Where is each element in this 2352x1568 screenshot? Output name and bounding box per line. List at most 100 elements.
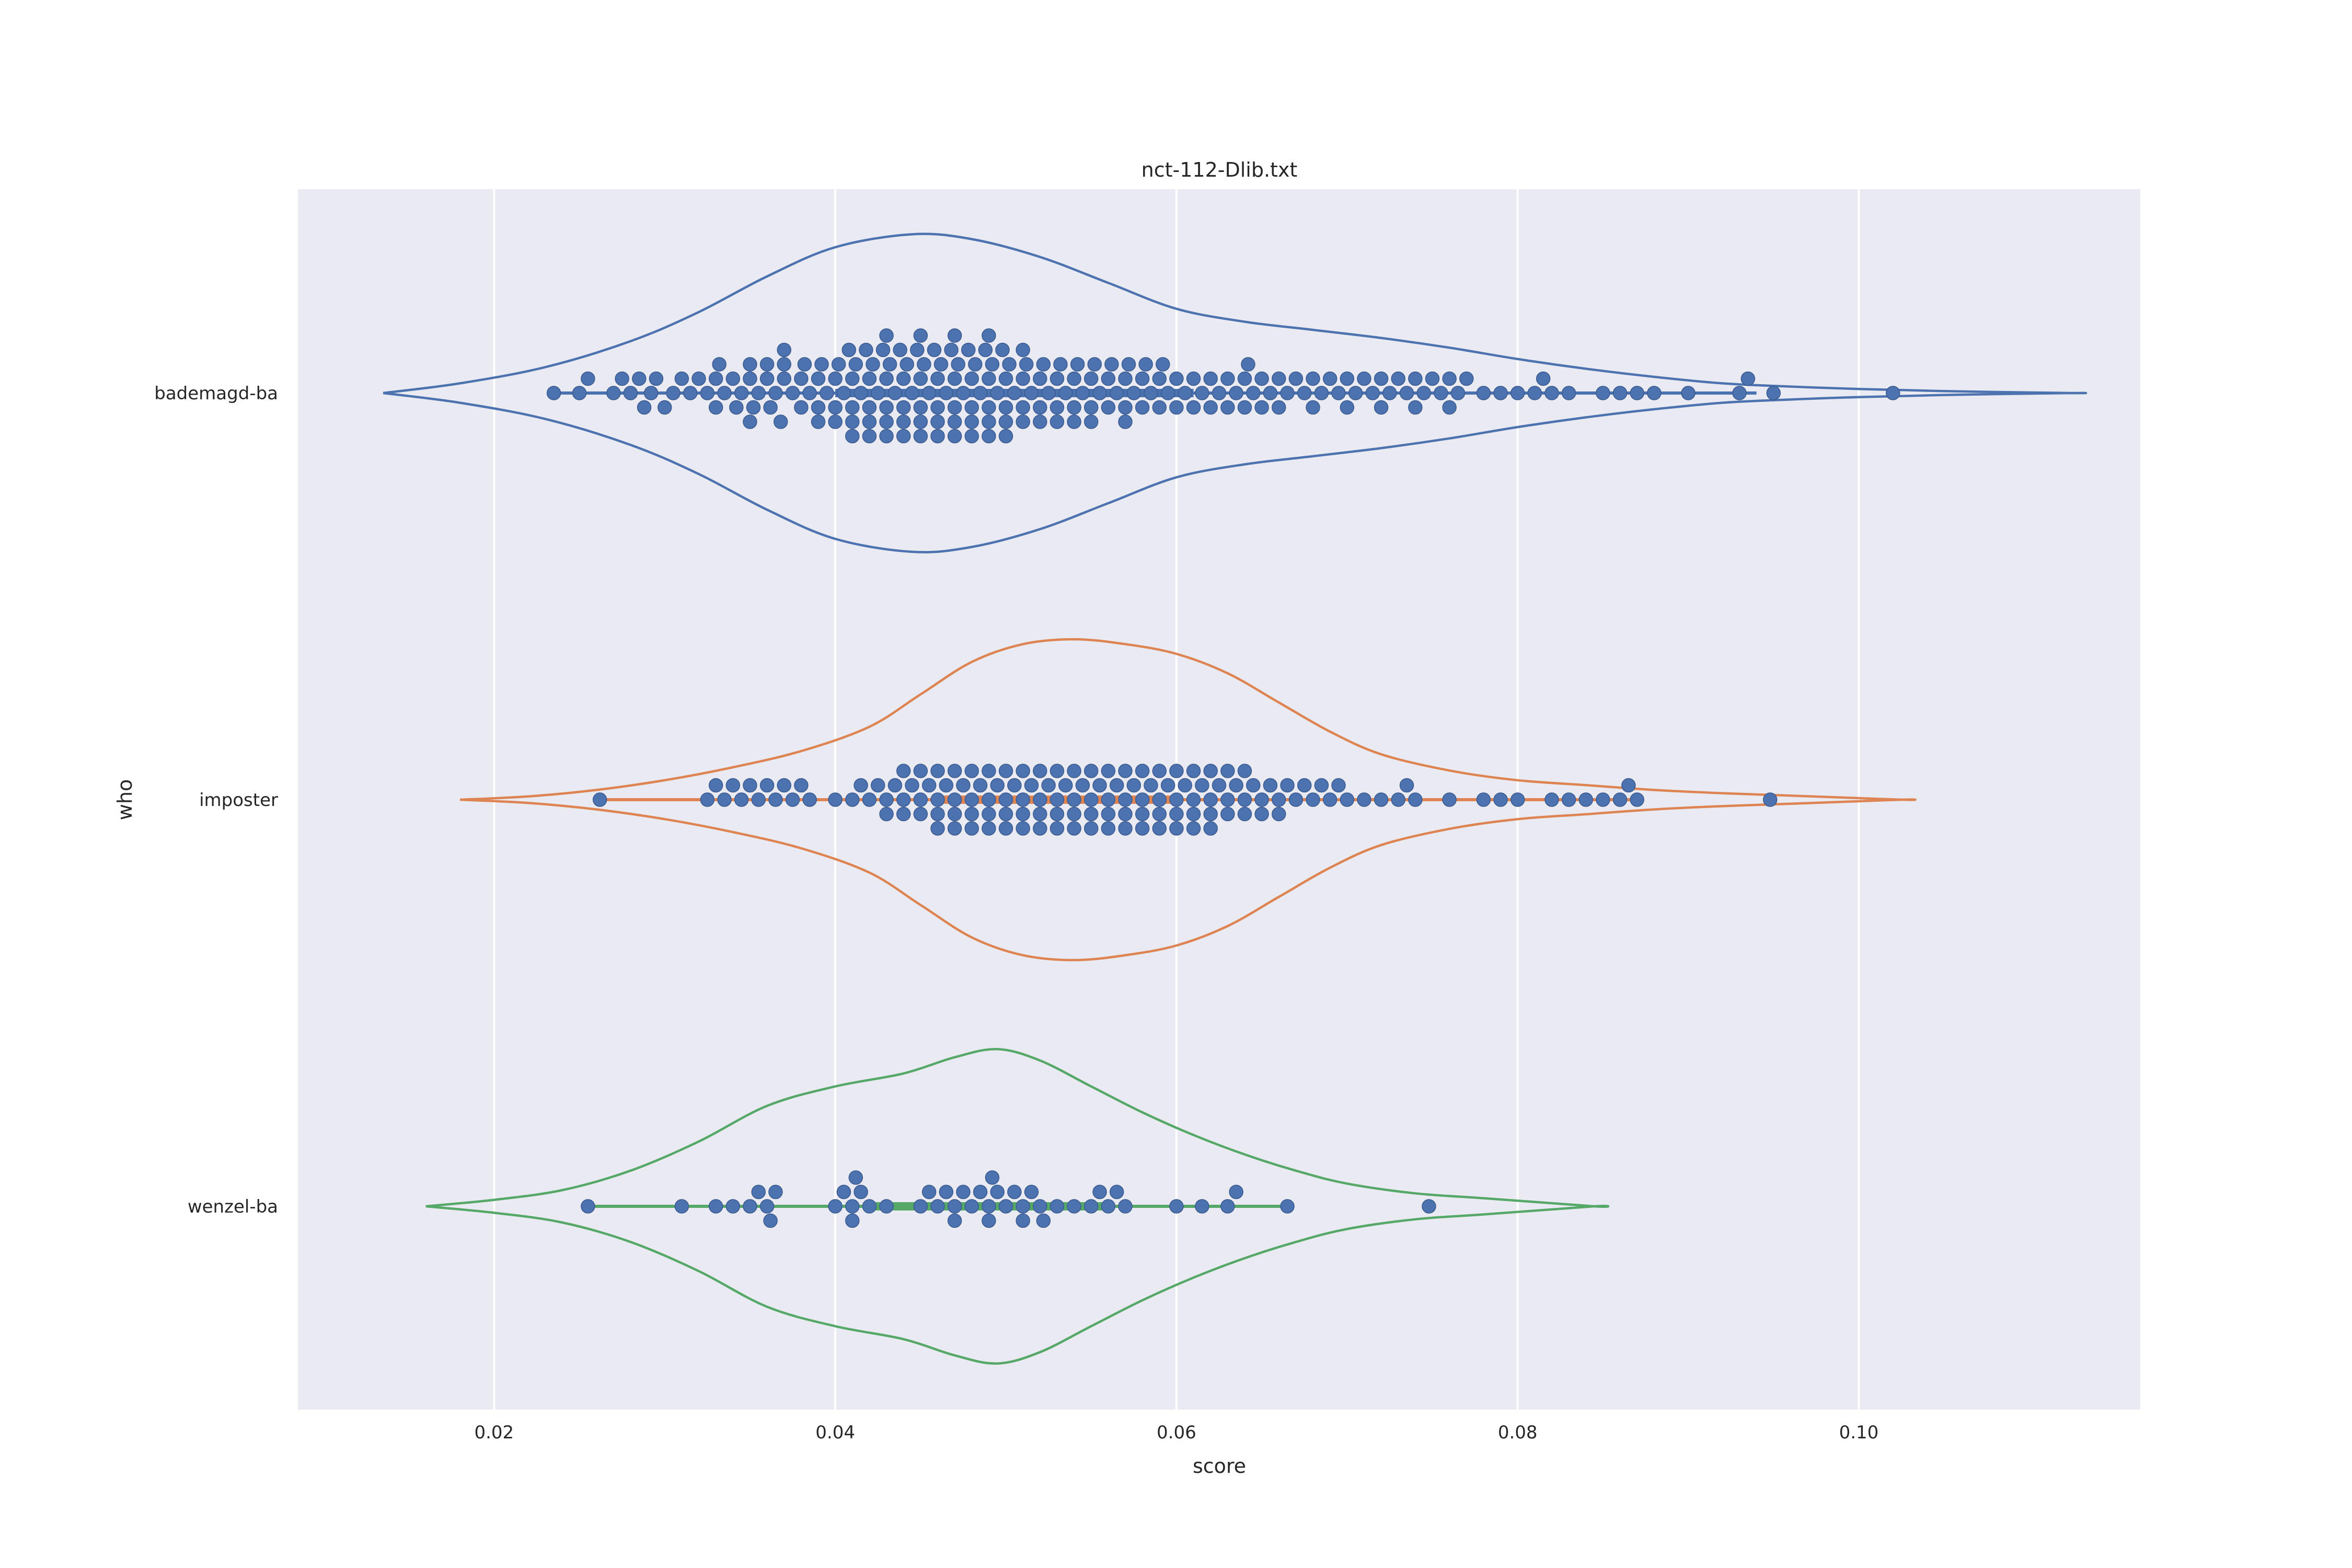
- swarm-point-imposter: [1109, 778, 1124, 793]
- swarm-point-bademagd-ba: [1156, 357, 1170, 372]
- swarm-point-bademagd-ba: [606, 386, 621, 400]
- swarm-point-bademagd-ba: [1033, 414, 1047, 429]
- swarm-point-bademagd-ba: [700, 386, 715, 400]
- swarm-point-bademagd-ba: [1169, 371, 1184, 386]
- swarm-point-bademagd-ba: [1246, 386, 1261, 400]
- swarm-point-imposter: [1203, 764, 1218, 778]
- swarm-point-wenzel-ba: [1083, 1199, 1099, 1214]
- swarm-point-wenzel-ba: [990, 1184, 1005, 1200]
- swarm-point-bademagd-ba: [828, 400, 843, 415]
- swarm-point-wenzel-ba: [581, 1199, 595, 1214]
- swarm-point-bademagd-ba: [811, 371, 826, 386]
- swarm-point-bademagd-ba: [1152, 371, 1167, 386]
- swarm-point-imposter: [1306, 792, 1320, 807]
- swarm-point-bademagd-ba: [887, 386, 903, 400]
- swarm-point-imposter: [1271, 806, 1286, 822]
- swarm-point-imposter: [870, 778, 885, 793]
- swarm-point-bademagd-ba: [708, 400, 723, 415]
- swarm-point-imposter: [1152, 806, 1167, 822]
- swarm-point-bademagd-ba: [1340, 371, 1355, 386]
- swarm-point-wenzel-ba: [828, 1199, 843, 1214]
- swarm-point-bademagd-ba: [773, 414, 788, 429]
- swarm-point-imposter: [717, 792, 732, 807]
- swarm-point-bademagd-ba: [845, 371, 860, 386]
- swarm-point-bademagd-ba: [836, 386, 851, 400]
- swarm-point-bademagd-ba: [866, 357, 880, 372]
- swarm-point-imposter: [998, 806, 1013, 822]
- swarm-point-wenzel-ba: [982, 1199, 996, 1214]
- swarm-point-bademagd-ba: [896, 371, 911, 386]
- swarm-point-imposter: [1050, 806, 1065, 822]
- chart-title: nct-112-Dlib.txt: [1142, 158, 1298, 181]
- swarm-point-imposter: [1007, 778, 1022, 793]
- swarm-point-bademagd-ba: [683, 386, 698, 400]
- swarm-point-imposter: [1510, 792, 1525, 807]
- swarm-point-wenzel-ba: [1101, 1199, 1116, 1214]
- swarm-point-wenzel-ba: [725, 1199, 741, 1214]
- swarm-point-bademagd-ba: [1024, 386, 1039, 400]
- swarm-point-imposter: [1118, 821, 1133, 836]
- swarm-point-bademagd-ba: [1229, 386, 1243, 400]
- swarm-point-bademagd-ba: [1058, 386, 1073, 400]
- swarm-point-bademagd-ba: [1067, 400, 1081, 415]
- swarm-point-imposter: [1083, 806, 1099, 822]
- swarm-point-wenzel-ba: [1118, 1199, 1133, 1214]
- swarm-point-imposter: [1476, 792, 1491, 807]
- swarm-point-bademagd-ba: [1766, 386, 1781, 400]
- swarm-point-bademagd-ba: [712, 357, 727, 372]
- swarm-point-bademagd-ba: [1212, 386, 1227, 400]
- swarm-point-bademagd-ba: [1186, 371, 1201, 386]
- swarm-point-bademagd-ba: [956, 386, 971, 400]
- swarm-point-bademagd-ba: [1083, 400, 1099, 415]
- swarm-point-bademagd-ba: [973, 386, 988, 400]
- swarm-point-bademagd-ba: [947, 328, 962, 343]
- swarm-point-imposter: [982, 821, 996, 836]
- swarm-point-imposter: [1101, 764, 1116, 778]
- swarm-point-imposter: [1144, 778, 1158, 793]
- y-tick-label-imposter: imposter: [199, 790, 278, 811]
- swarm-point-bademagd-ba: [632, 371, 647, 386]
- swarm-point-imposter: [930, 764, 945, 778]
- swarm-point-imposter: [1280, 778, 1295, 793]
- swarm-point-bademagd-ba: [814, 357, 829, 372]
- swarm-point-imposter: [964, 821, 979, 836]
- x-tick-label: 0.10: [1839, 1422, 1879, 1443]
- swarm-point-bademagd-ba: [1732, 386, 1747, 400]
- x-tick-label: 0.08: [1498, 1422, 1538, 1443]
- swarm-point-wenzel-ba: [1422, 1199, 1436, 1214]
- swarm-point-imposter: [1762, 792, 1778, 807]
- swarm-point-imposter: [1033, 821, 1047, 836]
- swarm-point-imposter: [939, 778, 954, 793]
- swarm-point-bademagd-ba: [1536, 371, 1551, 386]
- swarm-point-bademagd-ba: [1408, 400, 1423, 415]
- swarm-point-imposter: [1578, 792, 1593, 807]
- swarm-point-imposter: [854, 778, 868, 793]
- swarm-point-imposter: [1016, 821, 1030, 836]
- swarm-point-bademagd-ba: [759, 371, 775, 386]
- swarm-point-bademagd-ba: [657, 400, 672, 415]
- swarm-point-imposter: [896, 792, 911, 807]
- swarm-point-bademagd-ba: [1203, 371, 1218, 386]
- swarm-point-wenzel-ba: [939, 1184, 954, 1200]
- swarm-point-imposter: [905, 778, 919, 793]
- swarm-point-imposter: [1186, 806, 1201, 822]
- swarm-point-bademagd-ba: [845, 400, 860, 415]
- swarm-point-bademagd-ba: [998, 414, 1013, 429]
- swarm-point-bademagd-ba: [1681, 386, 1696, 400]
- swarm-point-bademagd-ba: [875, 342, 891, 358]
- swarm-point-bademagd-ba: [998, 429, 1013, 444]
- swarm-point-imposter: [930, 821, 945, 836]
- swarm-point-imposter: [1169, 821, 1184, 836]
- swarm-point-bademagd-ba: [1416, 386, 1431, 400]
- swarm-point-bademagd-ba: [961, 342, 976, 358]
- swarm-point-wenzel-ba: [1007, 1184, 1022, 1200]
- swarm-point-bademagd-ba: [1203, 400, 1218, 415]
- swarm-point-bademagd-ba: [951, 357, 965, 372]
- swarm-point-bademagd-ba: [998, 400, 1013, 415]
- swarm-point-imposter: [1169, 806, 1184, 822]
- swarm-point-bademagd-ba: [1241, 357, 1255, 372]
- swarm-points: [546, 328, 1900, 1228]
- swarm-point-bademagd-ba: [725, 371, 741, 386]
- swarm-point-imposter: [990, 778, 1005, 793]
- swarm-point-bademagd-ba: [637, 400, 652, 415]
